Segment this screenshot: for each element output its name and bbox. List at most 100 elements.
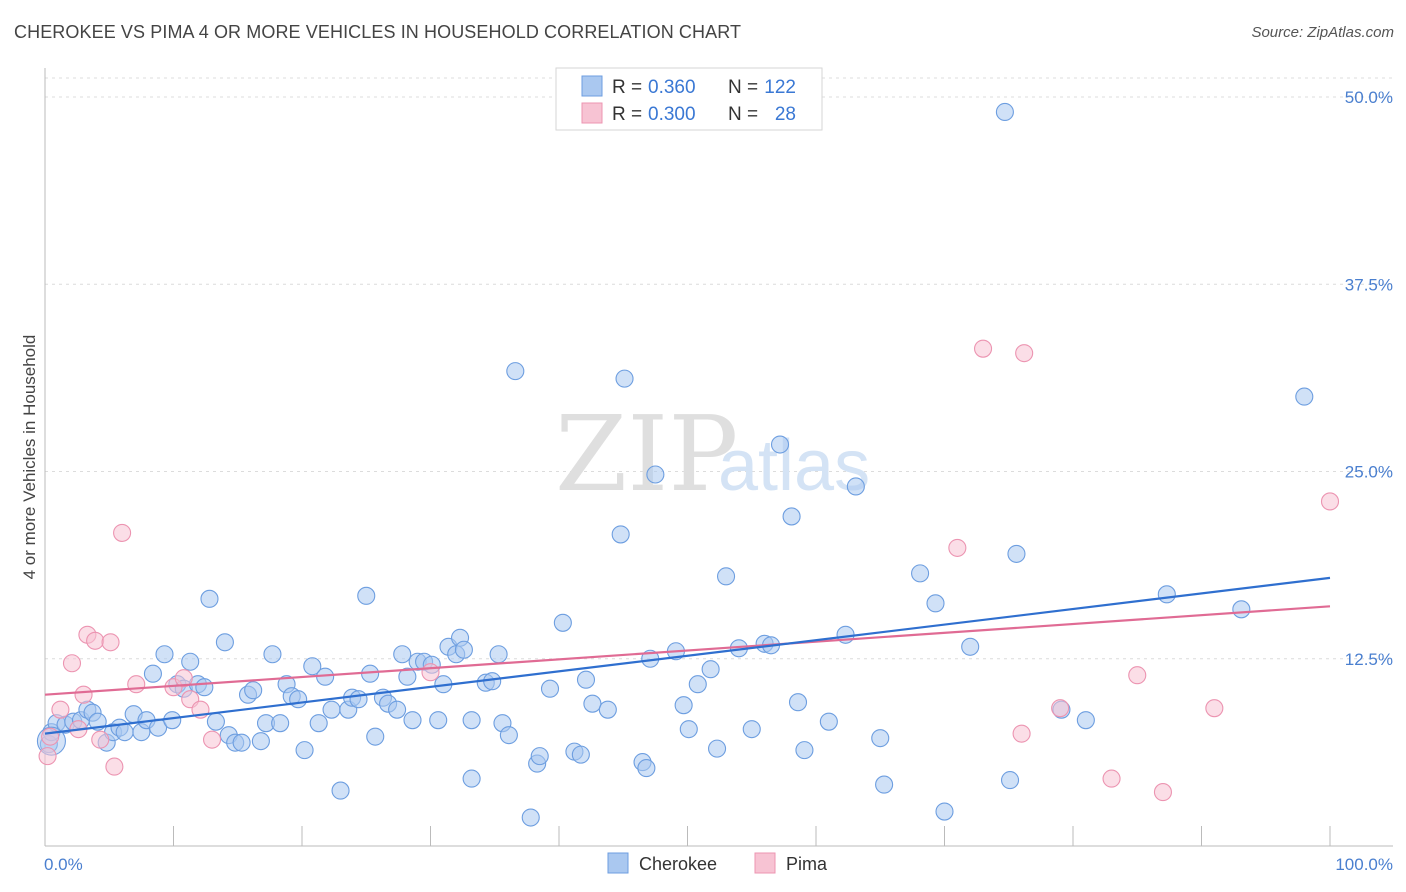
point-cherokee	[303, 657, 322, 676]
point-cherokee	[388, 700, 407, 719]
point-cherokee	[615, 369, 634, 388]
bottom-legend-swatch-cherokee	[607, 852, 629, 874]
point-cherokee	[688, 675, 707, 694]
point-cherokee	[871, 729, 890, 748]
trend-line-pima	[44, 605, 1331, 696]
x-tick-label-max: 100.0%	[1335, 855, 1393, 874]
point-cherokee	[489, 645, 508, 664]
point-cherokee	[875, 775, 894, 794]
point-pima	[113, 523, 132, 542]
legend-r-label-pima: R =	[612, 104, 642, 125]
legend-r-value-pima: 0.300	[648, 104, 696, 125]
point-cherokee	[393, 645, 412, 664]
legend-swatch-cherokee	[581, 75, 603, 97]
source-credit: Source: ZipAtlas.com	[1251, 24, 1394, 41]
point-pima	[105, 757, 124, 776]
point-cherokee	[1000, 771, 1020, 790]
point-cherokee	[1007, 544, 1026, 563]
point-cherokee	[271, 714, 290, 733]
point-cherokee	[583, 694, 602, 713]
point-cherokee	[195, 678, 214, 697]
point-pima	[41, 727, 60, 746]
point-pima	[1320, 492, 1340, 511]
bottom-legend-swatch-pima	[754, 852, 776, 874]
watermark-zip: ZIP	[555, 393, 738, 515]
point-cherokee	[357, 586, 376, 605]
point-pima	[38, 747, 57, 766]
legend: R = 0.360 N = 122 R = 0.300 N = 28	[555, 67, 823, 131]
y-tick-label: 12.5%	[1345, 650, 1393, 669]
point-cherokee	[571, 745, 590, 764]
point-pima	[1015, 344, 1034, 363]
point-cherokee	[521, 808, 540, 827]
point-pima	[948, 538, 967, 557]
point-pima	[127, 675, 146, 694]
point-pima	[1153, 783, 1172, 802]
point-cherokee	[398, 667, 417, 686]
point-cherokee	[295, 741, 314, 760]
point-cherokee	[1157, 585, 1176, 604]
legend-r-label-cherokee: R =	[612, 77, 642, 98]
point-cherokee	[742, 720, 761, 739]
point-pima	[973, 339, 993, 358]
point-cherokee	[540, 679, 560, 698]
point-cherokee	[143, 664, 162, 683]
legend-n-value-pima: 28	[775, 104, 796, 125]
legend-n-label-pima: N =	[728, 104, 758, 125]
point-cherokee	[181, 652, 200, 671]
legend-swatch-pima	[581, 102, 603, 124]
trend-lines	[44, 576, 1331, 735]
point-cherokee	[1295, 387, 1314, 406]
point-pima	[1051, 699, 1070, 718]
y-tick-labels: 12.5% 25.0% 37.5% 50.0%	[1345, 88, 1393, 669]
point-cherokee	[499, 726, 518, 745]
x-tick-labels: 0.0% 100.0%	[44, 855, 1393, 874]
legend-n-value-cherokee: 122	[764, 77, 796, 98]
point-cherokee	[598, 700, 617, 719]
point-pima	[1205, 699, 1224, 718]
point-pima	[62, 654, 82, 673]
point-cherokee	[935, 802, 954, 821]
bottom-legend-label-cherokee: Cherokee	[639, 854, 717, 874]
point-cherokee	[403, 711, 422, 730]
point-cherokee	[206, 712, 225, 731]
point-cherokee	[244, 681, 263, 700]
axes	[44, 68, 1393, 847]
point-pima	[101, 633, 120, 652]
point-cherokee	[462, 711, 481, 730]
point-cherokee	[795, 741, 814, 760]
point-pima	[174, 669, 193, 688]
point-cherokee	[553, 613, 572, 632]
chart-title: CHEROKEE VS PIMA 4 OR MORE VEHICLES IN H…	[14, 22, 742, 42]
y-tick-label: 25.0%	[1345, 463, 1393, 482]
point-cherokee	[322, 700, 341, 719]
point-cherokee	[1232, 600, 1251, 619]
point-cherokee	[232, 733, 251, 752]
point-pima	[86, 631, 105, 650]
point-pima	[51, 700, 70, 719]
point-cherokee	[200, 589, 219, 608]
point-cherokee	[701, 660, 720, 679]
point-cherokee	[846, 477, 865, 496]
point-pima	[421, 663, 440, 682]
point-cherokee	[530, 747, 549, 766]
series-pima-points	[38, 339, 1340, 802]
bottom-legend-label-pima: Pima	[786, 854, 828, 874]
point-cherokee	[155, 645, 174, 664]
point-cherokee	[576, 670, 596, 689]
point-cherokee	[429, 711, 448, 730]
y-tick-label: 37.5%	[1345, 275, 1393, 294]
point-cherokee	[926, 594, 945, 613]
point-cherokee	[366, 727, 385, 746]
point-pima	[74, 685, 93, 704]
point-cherokee	[611, 525, 630, 544]
point-cherokee	[309, 714, 328, 733]
legend-r-value-cherokee: 0.360	[648, 77, 696, 98]
point-cherokee	[782, 507, 801, 526]
point-cherokee	[506, 362, 525, 381]
point-cherokee	[911, 564, 930, 583]
point-cherokee	[251, 732, 270, 751]
point-cherokee	[708, 739, 727, 758]
point-cherokee	[215, 633, 234, 652]
